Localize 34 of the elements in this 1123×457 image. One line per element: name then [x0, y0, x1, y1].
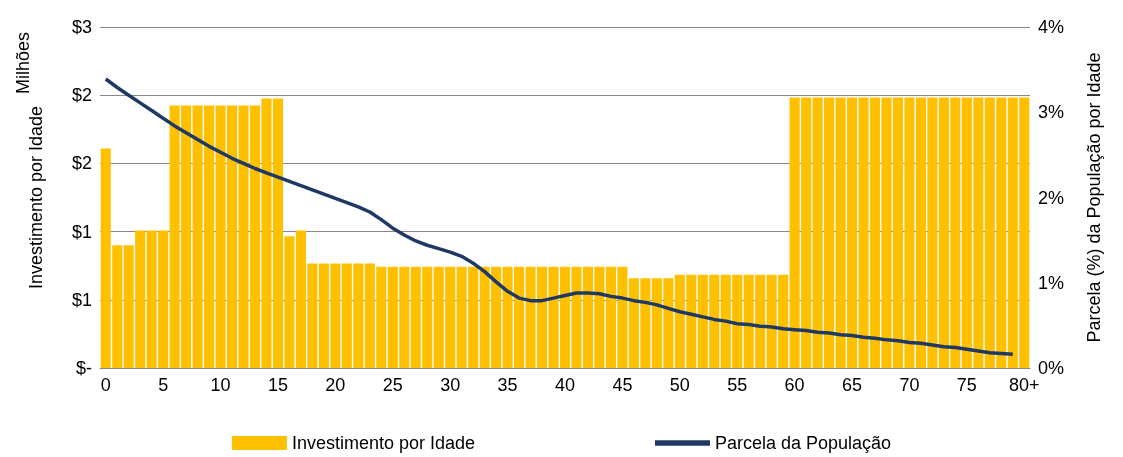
y-tick-label: $-	[75, 358, 92, 378]
x-tick-label: 0	[100, 375, 111, 395]
y-tick-label: $2	[71, 85, 92, 106]
legend-label: Parcela da População	[714, 433, 892, 453]
y2-axis-title: Parcela (%) da População por Idade	[1084, 52, 1104, 343]
x-tick-label: 25	[382, 375, 403, 395]
x-tick-label: 5	[158, 375, 169, 395]
legend-label: Investimento por Idade	[291, 433, 476, 453]
x-tick-label: 70	[899, 375, 920, 395]
y-tick-label: $1	[71, 221, 92, 242]
x-tick-label: 40	[554, 375, 576, 395]
y2-tick-label: 4%	[1038, 17, 1065, 37]
x-tick-label: 15	[267, 375, 288, 395]
y2-tick-label: 1%	[1038, 272, 1065, 293]
y-tick-label: $2	[71, 153, 92, 174]
x-tick-label: 45	[612, 375, 633, 395]
line-series	[103, 77, 1015, 357]
x-tick-label: 10	[210, 375, 231, 395]
x-tick-label: 20	[325, 375, 346, 395]
y-tick-label: $3	[71, 17, 92, 37]
x-tick-label: 35	[497, 375, 518, 395]
x-tick-label: 60	[784, 375, 805, 395]
x-tick-label: 30	[440, 375, 461, 395]
y-axis-title: Investimento por Idade	[26, 105, 46, 290]
x-tick-label: 50	[669, 375, 690, 395]
y2-tick-label: 3%	[1038, 102, 1065, 123]
x-tick-label: 65	[842, 375, 863, 395]
x-tick-label: 75	[956, 375, 977, 395]
text: Milhões	[13, 32, 33, 95]
x-tick-label: 55	[727, 375, 748, 395]
y2-tick-label: 0%	[1038, 358, 1065, 378]
y2-tick-label: 2%	[1038, 187, 1065, 208]
x-tick-label: 80+	[1008, 375, 1040, 395]
y-tick-label: $1	[71, 289, 92, 310]
